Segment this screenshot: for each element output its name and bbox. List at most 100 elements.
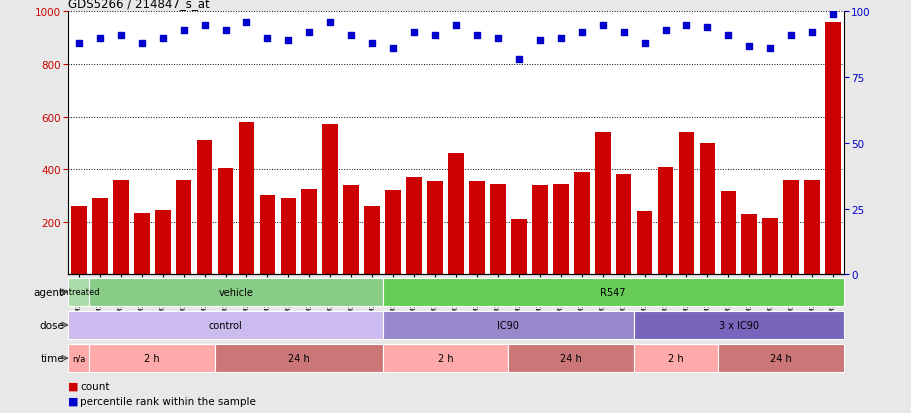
Text: count: count: [80, 381, 109, 391]
Point: [574, 30, 589, 37]
Point: [239, 19, 253, 26]
Point: [322, 19, 337, 26]
Point: [218, 27, 232, 34]
Bar: [405, 178, 422, 275]
Bar: [510, 220, 527, 275]
Point: [134, 40, 148, 47]
Point: [260, 36, 274, 42]
Text: 2 h: 2 h: [144, 353, 159, 363]
Bar: [68, 278, 89, 306]
Point: [469, 33, 484, 39]
Bar: [383, 311, 633, 339]
Text: 24 h: 24 h: [559, 353, 581, 363]
Point: [658, 27, 672, 34]
Text: IC90: IC90: [496, 320, 518, 330]
Bar: [363, 206, 380, 275]
Bar: [176, 180, 191, 275]
Bar: [89, 278, 383, 306]
Bar: [804, 180, 819, 275]
Bar: [281, 199, 296, 275]
Bar: [762, 218, 777, 275]
Bar: [468, 182, 485, 275]
Bar: [89, 344, 215, 373]
Bar: [615, 175, 630, 275]
Point: [364, 40, 379, 47]
Text: ■: ■: [68, 381, 79, 391]
Point: [721, 33, 735, 39]
Bar: [531, 185, 548, 275]
Bar: [383, 278, 843, 306]
Point: [679, 22, 693, 29]
Bar: [636, 212, 651, 275]
Text: percentile rank within the sample: percentile rank within the sample: [80, 396, 256, 406]
Point: [637, 40, 651, 47]
Point: [825, 12, 840, 18]
Point: [553, 36, 568, 42]
Point: [595, 22, 609, 29]
Point: [71, 40, 86, 47]
Bar: [783, 180, 798, 275]
Point: [385, 46, 400, 52]
Point: [700, 25, 714, 31]
Text: 2 h: 2 h: [437, 353, 453, 363]
Bar: [68, 344, 89, 373]
Point: [197, 22, 211, 29]
Text: n/a: n/a: [72, 354, 86, 363]
Bar: [741, 214, 756, 275]
Point: [302, 30, 316, 37]
Text: control: control: [209, 320, 242, 330]
Point: [343, 33, 358, 39]
Point: [616, 30, 630, 37]
Bar: [134, 213, 149, 275]
Bar: [720, 192, 735, 275]
Point: [281, 38, 295, 45]
Point: [176, 27, 190, 34]
Point: [783, 33, 798, 39]
Bar: [717, 344, 843, 373]
Text: ■: ■: [68, 396, 79, 406]
Bar: [426, 182, 443, 275]
Bar: [573, 172, 589, 275]
Bar: [68, 311, 383, 339]
Bar: [302, 190, 317, 275]
Point: [742, 43, 756, 50]
Point: [427, 33, 442, 39]
Bar: [155, 210, 170, 275]
Text: time: time: [40, 353, 64, 363]
Bar: [322, 125, 338, 275]
Text: vehicle: vehicle: [219, 287, 253, 297]
Bar: [197, 141, 212, 275]
Bar: [824, 23, 840, 275]
Text: 3 x IC90: 3 x IC90: [718, 320, 758, 330]
Text: GDS5266 / 214847_s_at: GDS5266 / 214847_s_at: [68, 0, 210, 10]
Bar: [594, 133, 609, 275]
Bar: [260, 196, 275, 275]
Bar: [384, 191, 401, 275]
Point: [155, 36, 169, 42]
Point: [406, 30, 421, 37]
Bar: [71, 206, 87, 275]
Text: 24 h: 24 h: [288, 353, 310, 363]
Bar: [633, 311, 843, 339]
Text: 2 h: 2 h: [668, 353, 683, 363]
Text: R547: R547: [599, 287, 625, 297]
Bar: [239, 123, 254, 275]
Bar: [489, 184, 506, 275]
Bar: [633, 344, 717, 373]
Bar: [447, 154, 464, 275]
Text: untreated: untreated: [58, 288, 99, 297]
Text: agent: agent: [34, 287, 64, 297]
Bar: [215, 344, 383, 373]
Point: [448, 22, 463, 29]
Point: [92, 36, 107, 42]
Bar: [657, 167, 672, 275]
Bar: [507, 344, 633, 373]
Bar: [218, 169, 233, 275]
Point: [804, 30, 819, 37]
Bar: [699, 143, 714, 275]
Bar: [383, 344, 507, 373]
Bar: [113, 180, 128, 275]
Point: [511, 56, 526, 63]
Point: [490, 36, 505, 42]
Text: 24 h: 24 h: [769, 353, 791, 363]
